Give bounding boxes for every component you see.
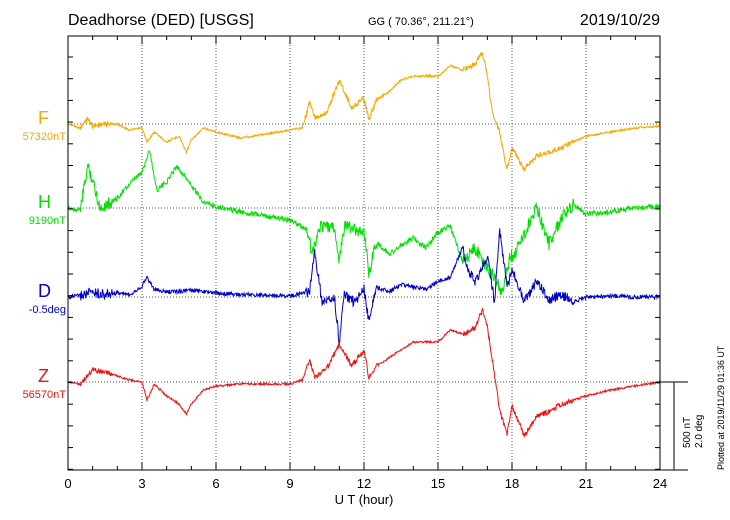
station-coords: GG ( 70.36°, 211.21°): [368, 16, 474, 28]
x-tick-label: 12: [357, 476, 371, 491]
x-tick-label: 18: [505, 476, 519, 491]
x-tick-label: 15: [431, 476, 445, 491]
x-tick-label: 21: [579, 476, 593, 491]
trace-h: [67, 150, 661, 296]
component-h-baseline: 9190nT: [28, 215, 66, 227]
component-f-letter: F: [38, 108, 49, 128]
plotted-timestamp: Plotted at 2019/11/29 01:36 UT: [716, 345, 726, 470]
component-d-letter: D: [38, 281, 51, 301]
component-f-baseline: 57320nT: [22, 131, 66, 143]
trace-d: [67, 228, 661, 345]
trace-group: [67, 51, 661, 439]
x-tick-label: 3: [138, 476, 145, 491]
station-title: Deadhorse (DED) [USGS]: [68, 12, 254, 29]
component-d-baseline: -0.5deg: [28, 304, 66, 316]
component-z-baseline: 56570nT: [22, 389, 66, 401]
component-h-letter: H: [38, 192, 51, 212]
scale-nt-label: 500 nT: [682, 416, 693, 448]
component-z-letter: Z: [38, 366, 49, 386]
trace-z: [67, 307, 661, 439]
scale-deg-label: 2.0 deg: [694, 414, 705, 448]
x-tick-label: 9: [286, 476, 293, 491]
axes: 0 3 6 9 12 15 18 21 24 U T (hour): [64, 35, 688, 507]
x-tick-label: 0: [64, 476, 71, 491]
plot-date: 2019/10/29: [579, 12, 660, 29]
trace-f: [67, 51, 661, 173]
x-tick-label: 6: [212, 476, 219, 491]
x-axis-label: U T (hour): [335, 492, 394, 507]
x-tick-label: 24: [653, 476, 667, 491]
